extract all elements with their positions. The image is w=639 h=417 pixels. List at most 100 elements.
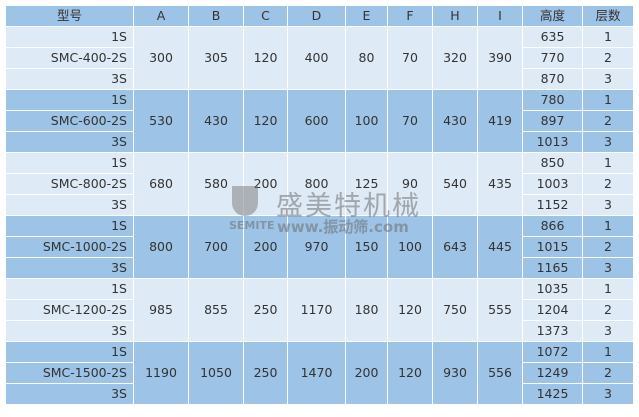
layers-cell: 1 bbox=[582, 341, 634, 363]
model-cell: 1S bbox=[5, 89, 134, 111]
height-cell: 1003 bbox=[522, 173, 583, 195]
model-cell: 1S bbox=[5, 152, 134, 174]
layers-cell: 3 bbox=[582, 131, 634, 153]
table-row: 1S 800 700 200 970 150 100 643 445 866 1 bbox=[5, 215, 634, 279]
dim-e-cell: 80 bbox=[345, 26, 388, 90]
layers-cell: 2 bbox=[582, 173, 634, 195]
layers-cell: 2 bbox=[582, 236, 634, 258]
height-cell: 1152 bbox=[522, 194, 583, 216]
layers-cell: 3 bbox=[582, 68, 634, 90]
height-cell: 897 bbox=[522, 110, 583, 132]
table-row: SMC-1200-2S 1204 2 bbox=[5, 299, 634, 321]
dim-d-cell: 800 bbox=[287, 152, 346, 216]
column-header: 高度 bbox=[522, 5, 583, 27]
dim-e-cell: 200 bbox=[345, 341, 388, 405]
model-cell: SMC-600-2S bbox=[5, 110, 134, 132]
dim-d-cell: 1170 bbox=[287, 278, 346, 342]
dim-h-cell: 930 bbox=[432, 341, 478, 405]
layers-cell: 3 bbox=[582, 383, 634, 405]
spec-table: 型号 A B C D E F H I 高度 层数 1S 300 305 120 400 80 70 320 390 6… bbox=[5, 5, 634, 405]
table-row: 1S 1190 1050 250 1470 200 120 930 556 1072 1 bbox=[5, 341, 634, 405]
dim-b-cell: 430 bbox=[188, 89, 244, 153]
dim-c-cell: 120 bbox=[243, 26, 288, 90]
table-row: 1S 300 305 120 400 80 70 320 390 635 1 bbox=[5, 26, 634, 90]
dim-b-cell: 700 bbox=[188, 215, 244, 279]
model-cell: 1S bbox=[5, 215, 134, 237]
dim-c-cell: 250 bbox=[243, 341, 288, 405]
column-header: E bbox=[345, 5, 388, 27]
dim-i-cell: 556 bbox=[477, 341, 523, 405]
model-cell: 3S bbox=[5, 257, 134, 279]
dim-h-cell: 643 bbox=[432, 215, 478, 279]
model-cell: 3S bbox=[5, 68, 134, 90]
column-header: A bbox=[133, 5, 189, 27]
table-row: SMC-1000-2S 1015 2 bbox=[5, 236, 634, 258]
dim-i-cell: 445 bbox=[477, 215, 523, 279]
model-cell: SMC-1200-2S bbox=[5, 299, 134, 321]
dim-e-cell: 150 bbox=[345, 215, 388, 279]
table-row: SMC-800-2S 1003 2 bbox=[5, 173, 634, 195]
dim-i-cell: 555 bbox=[477, 278, 523, 342]
layers-cell: 1 bbox=[582, 26, 634, 48]
height-cell: 780 bbox=[522, 89, 583, 111]
column-header: 型号 bbox=[5, 5, 134, 27]
header-row: 型号 A B C D E F H I 高度 层数 bbox=[5, 5, 634, 27]
dim-d-cell: 600 bbox=[287, 89, 346, 153]
height-cell: 1204 bbox=[522, 299, 583, 321]
dim-c-cell: 120 bbox=[243, 89, 288, 153]
dim-h-cell: 430 bbox=[432, 89, 478, 153]
height-cell: 1165 bbox=[522, 257, 583, 279]
height-cell: 866 bbox=[522, 215, 583, 237]
model-cell: 3S bbox=[5, 320, 134, 342]
table-row: SMC-400-2S 770 2 bbox=[5, 47, 634, 69]
model-cell: SMC-1500-2S bbox=[5, 362, 134, 384]
dim-i-cell: 390 bbox=[477, 26, 523, 90]
table-row: 3S 1425 3 bbox=[5, 383, 634, 405]
dim-f-cell: 120 bbox=[387, 278, 433, 342]
dim-h-cell: 750 bbox=[432, 278, 478, 342]
layers-cell: 2 bbox=[582, 110, 634, 132]
layers-cell: 2 bbox=[582, 47, 634, 69]
column-header: 层数 bbox=[582, 5, 634, 27]
dim-b-cell: 1050 bbox=[188, 341, 244, 405]
dim-c-cell: 200 bbox=[243, 215, 288, 279]
layers-cell: 3 bbox=[582, 194, 634, 216]
table-row: 1S 530 430 120 600 100 70 430 419 780 1 bbox=[5, 89, 634, 153]
table-row: 1S 985 855 250 1170 180 120 750 555 1035 1 bbox=[5, 278, 634, 342]
dim-b-cell: 580 bbox=[188, 152, 244, 216]
dim-h-cell: 320 bbox=[432, 26, 478, 90]
layers-cell: 1 bbox=[582, 89, 634, 111]
dim-e-cell: 180 bbox=[345, 278, 388, 342]
layers-cell: 1 bbox=[582, 152, 634, 174]
dim-c-cell: 200 bbox=[243, 152, 288, 216]
model-cell: 1S bbox=[5, 26, 134, 48]
model-cell: 1S bbox=[5, 341, 134, 363]
model-cell: SMC-1000-2S bbox=[5, 236, 134, 258]
model-cell: 1S bbox=[5, 278, 134, 300]
dim-a-cell: 300 bbox=[133, 26, 189, 90]
dim-f-cell: 90 bbox=[387, 152, 433, 216]
dim-f-cell: 120 bbox=[387, 341, 433, 405]
height-cell: 850 bbox=[522, 152, 583, 174]
dim-f-cell: 70 bbox=[387, 89, 433, 153]
layers-cell: 2 bbox=[582, 299, 634, 321]
dim-a-cell: 985 bbox=[133, 278, 189, 342]
model-cell: 3S bbox=[5, 131, 134, 153]
model-cell: 3S bbox=[5, 383, 134, 405]
layers-cell: 3 bbox=[582, 257, 634, 279]
dim-f-cell: 100 bbox=[387, 215, 433, 279]
table-row: 3S 870 3 bbox=[5, 68, 634, 90]
height-cell: 1425 bbox=[522, 383, 583, 405]
table-row: 3S 1152 3 bbox=[5, 194, 634, 216]
column-header: F bbox=[387, 5, 433, 27]
dim-d-cell: 400 bbox=[287, 26, 346, 90]
height-cell: 1035 bbox=[522, 278, 583, 300]
dim-c-cell: 250 bbox=[243, 278, 288, 342]
layers-cell: 1 bbox=[582, 215, 634, 237]
dim-a-cell: 1190 bbox=[133, 341, 189, 405]
column-header: H bbox=[432, 5, 478, 27]
model-cell: SMC-400-2S bbox=[5, 47, 134, 69]
height-cell: 770 bbox=[522, 47, 583, 69]
dim-i-cell: 435 bbox=[477, 152, 523, 216]
dim-e-cell: 100 bbox=[345, 89, 388, 153]
